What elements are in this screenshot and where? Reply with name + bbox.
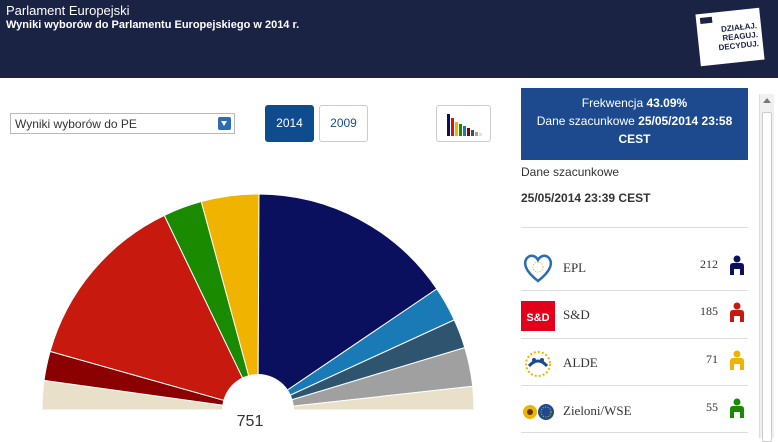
year-2009-button[interactable]: 2009 [319, 105, 368, 142]
scrollbar-thumb[interactable] [762, 112, 772, 442]
party-name: S&D [563, 307, 590, 322]
greens-logo-icon [523, 404, 554, 420]
party-row-alde[interactable]: ALDE 71 [521, 340, 748, 384]
dropdown-value: Wyniki wyborów do PE [15, 117, 137, 131]
party-seats: 71 [706, 352, 718, 366]
epp-heart-icon [523, 254, 553, 283]
party-seats: 212 [700, 257, 718, 271]
person-icon [730, 302, 744, 322]
sd-logo-icon: S&D [521, 301, 555, 331]
chart-center [222, 374, 294, 420]
total-seats-label: 751 [236, 413, 264, 430]
chevron-down-icon[interactable] [218, 117, 231, 130]
results-estimate-label: Dane szacunkowe [521, 165, 620, 179]
divider [521, 338, 748, 339]
party-seats: 55 [706, 400, 718, 414]
divider [521, 432, 748, 433]
chart-slice-9[interactable] [257, 385, 475, 411]
results-dropdown[interactable]: Wyniki wyborów do PE [10, 113, 235, 134]
bar-chart-icon [447, 114, 482, 136]
page-subtitle: Wyniki wyborów do Parlamentu Europejskie… [6, 19, 300, 31]
person-icon [730, 350, 744, 370]
person-icon [730, 255, 744, 275]
year-2014-button[interactable]: 2014 [265, 105, 314, 142]
timezone: CEST [618, 132, 651, 146]
party-name: ALDE [563, 355, 598, 370]
scrollbar[interactable] [759, 94, 774, 442]
campaign-logo[interactable]: DZIAŁAJ. REAGUJ. DECYDUJ. [695, 7, 765, 67]
turnout-label: Frekwencja [581, 96, 644, 110]
party-name: EPL [563, 260, 587, 275]
turnout-value: 43.09% [646, 96, 688, 110]
party-row-epl[interactable]: EPL 212 [521, 245, 748, 289]
chart-slice-5[interactable] [257, 193, 438, 411]
app-header: Parlament Europejski Wyniki wyborów do P… [0, 0, 778, 78]
chart-slice-2[interactable] [49, 214, 259, 411]
estimate-label: Dane szacunkowe [536, 114, 635, 128]
party-name: Zieloni/WSE [563, 403, 632, 418]
scroll-up-icon[interactable] [763, 98, 771, 103]
divider [521, 227, 748, 228]
site-title: Parlament Europejski [6, 3, 130, 18]
alde-logo-icon [525, 351, 551, 377]
turnout-panel: Frekwencja 43.09% Dane szacunkowe 25/05/… [521, 88, 748, 160]
bar-chart-view-button[interactable] [436, 105, 491, 142]
party-seats: 185 [700, 304, 718, 318]
seat-chart [41, 193, 475, 420]
results-estimate-time: 25/05/2014 23:39 CEST [521, 191, 651, 205]
estimate-datetime: 25/05/2014 23:58 [638, 114, 733, 128]
ep-flag-icon [699, 16, 713, 25]
divider [521, 385, 748, 386]
party-row-sd[interactable]: S&D S&D 185 [521, 292, 748, 336]
party-row-greens[interactable]: Zieloni/WSE 55 [521, 388, 748, 432]
sd-logo-text: S&D [526, 312, 549, 324]
divider [521, 290, 748, 291]
person-icon [730, 398, 744, 418]
